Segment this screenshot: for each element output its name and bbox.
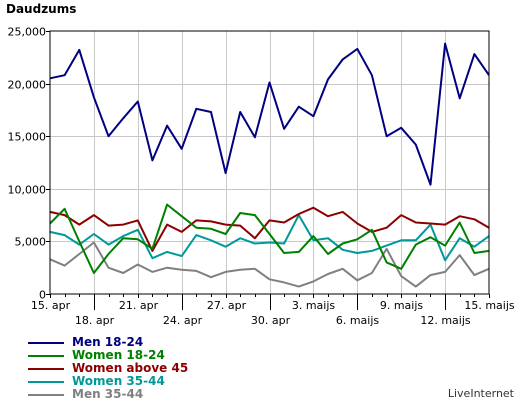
legend-swatch	[28, 381, 64, 383]
legend-swatch	[28, 394, 64, 396]
legend-label: Women 18-24	[72, 348, 165, 362]
y-tick-label: 20,000	[8, 79, 47, 92]
y-tick-label: 5,000	[15, 236, 47, 249]
x-tick-label: 30. apr	[251, 314, 291, 327]
x-tick-label: 24. apr	[163, 314, 203, 327]
y-tick-label: 10,000	[8, 184, 47, 197]
x-tick-label: 9. maijs	[380, 299, 424, 312]
x-tick-label: 15. maijs	[464, 299, 515, 312]
credit-label: LiveInternet	[447, 387, 514, 400]
legend-label: Men 18-24	[72, 335, 144, 349]
series-line-men-35-44	[49, 241, 490, 288]
x-tick-label: 18. apr	[75, 314, 115, 327]
plot-frame	[49, 30, 490, 295]
series-line-men-18-24	[49, 42, 490, 186]
x-tick-label: 21. apr	[119, 299, 159, 312]
legend-label: Women 35-44	[72, 374, 165, 388]
series-line-women-above-45	[49, 206, 490, 252]
y-tick-label: 15,000	[8, 131, 47, 144]
x-tick-label: 12. maijs	[420, 314, 471, 327]
y-axis-label: Daudzums	[6, 2, 77, 16]
legend-swatch	[28, 368, 64, 370]
series-line-women-35-44	[49, 214, 490, 262]
x-tick-label: 15. apr	[31, 299, 71, 312]
x-tick-label: 3. maijs	[292, 299, 336, 312]
x-tick-label: 27. apr	[207, 299, 247, 312]
legend-label: Men 35-44	[72, 387, 144, 401]
y-tick-label: 0	[39, 289, 46, 302]
legend-label: Women above 45	[72, 361, 189, 375]
series-line-women-18-24	[49, 203, 490, 274]
y-tick-label: 25,000	[8, 26, 47, 39]
legend-swatch	[28, 355, 64, 357]
legend-swatch	[28, 342, 64, 344]
x-tick-label: 6. maijs	[336, 314, 380, 327]
